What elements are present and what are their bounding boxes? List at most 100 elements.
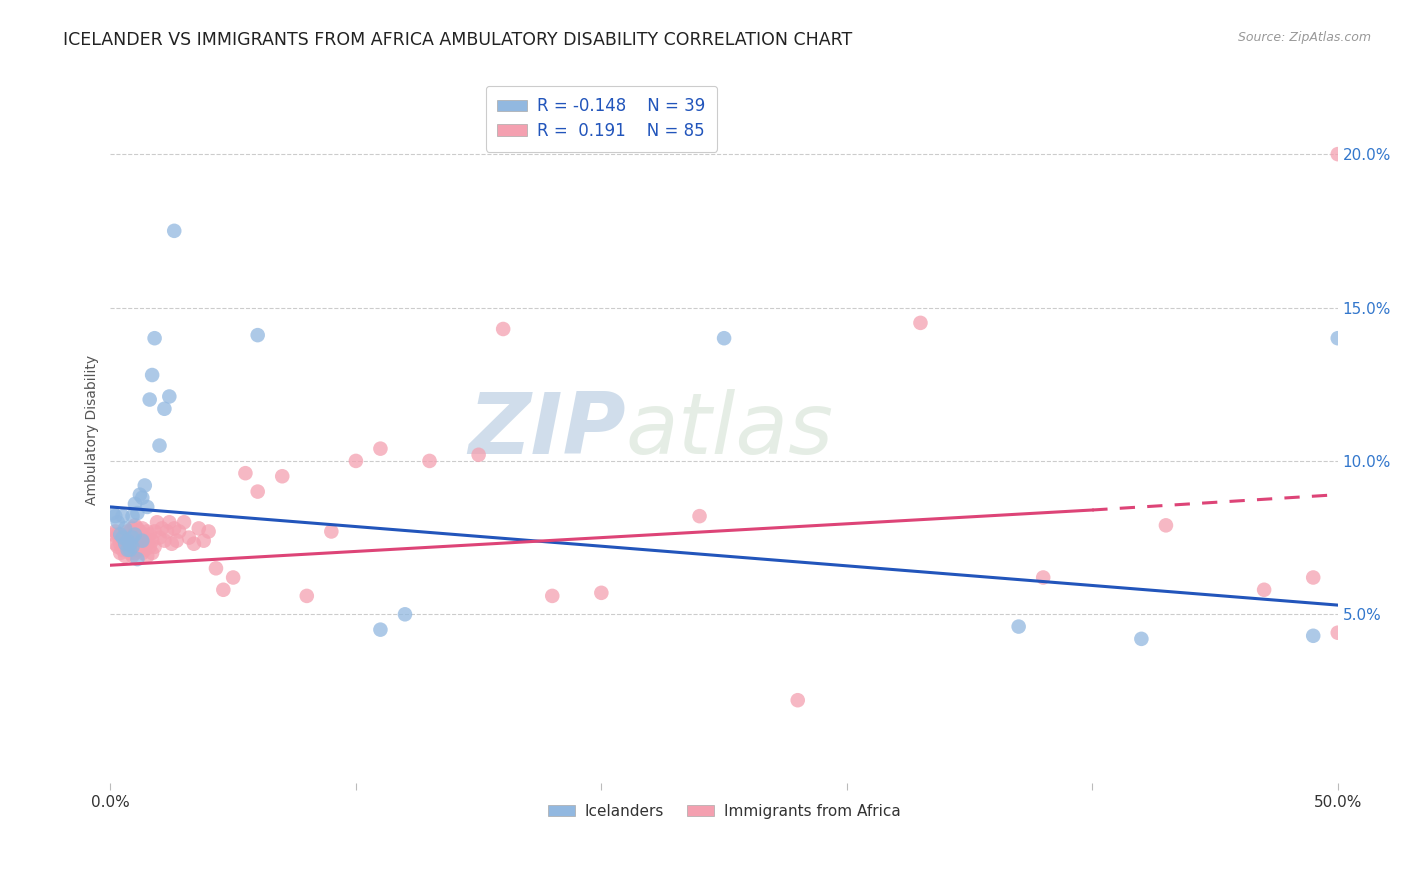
Point: [222, 570, 245, 584]
Point: [121, 531, 143, 545]
Point: [163, 224, 186, 238]
Text: Source: ZipAtlas.com: Source: ZipAtlas.com: [1237, 31, 1371, 45]
Point: [110, 527, 132, 541]
Point: [124, 527, 146, 541]
Point: [114, 531, 136, 545]
Point: [110, 546, 132, 560]
Point: [117, 542, 139, 557]
Point: [114, 521, 136, 535]
Point: [713, 331, 735, 345]
Point: [131, 533, 153, 548]
Point: [136, 549, 159, 563]
Point: [321, 524, 343, 539]
Point: [467, 448, 489, 462]
Point: [156, 524, 179, 539]
Point: [121, 509, 143, 524]
Point: [689, 509, 711, 524]
Point: [118, 537, 141, 551]
Point: [1326, 331, 1348, 345]
Point: [118, 546, 141, 560]
Point: [910, 316, 932, 330]
Point: [107, 540, 129, 554]
Point: [193, 533, 215, 548]
Point: [153, 533, 176, 548]
Point: [128, 537, 150, 551]
Point: [166, 533, 188, 548]
Point: [205, 561, 228, 575]
Point: [141, 533, 163, 548]
Point: [143, 540, 166, 554]
Point: [138, 392, 160, 407]
Point: [370, 442, 392, 456]
Point: [104, 537, 127, 551]
Point: [150, 521, 173, 535]
Point: [121, 531, 143, 545]
Point: [114, 540, 136, 554]
Point: [1302, 629, 1324, 643]
Point: [124, 527, 146, 541]
Point: [117, 524, 139, 539]
Point: [1154, 518, 1177, 533]
Point: [111, 509, 134, 524]
Point: [114, 537, 136, 551]
Point: [1032, 570, 1054, 584]
Point: [124, 497, 146, 511]
Point: [127, 552, 149, 566]
Point: [295, 589, 318, 603]
Point: [104, 509, 127, 524]
Point: [143, 524, 166, 539]
Point: [117, 537, 139, 551]
Point: [128, 488, 150, 502]
Point: [111, 531, 134, 545]
Point: [143, 331, 166, 345]
Point: [183, 537, 205, 551]
Point: [117, 542, 139, 557]
Point: [1302, 570, 1324, 584]
Point: [271, 469, 294, 483]
Text: atlas: atlas: [626, 389, 834, 472]
Point: [128, 524, 150, 539]
Point: [131, 533, 153, 548]
Point: [124, 518, 146, 533]
Point: [121, 549, 143, 563]
Legend: Icelanders, Immigrants from Africa: Icelanders, Immigrants from Africa: [541, 797, 907, 825]
Point: [121, 521, 143, 535]
Point: [118, 542, 141, 557]
Point: [187, 521, 209, 535]
Point: [131, 521, 153, 535]
Point: [134, 542, 156, 557]
Point: [163, 521, 186, 535]
Point: [121, 540, 143, 554]
Point: [117, 533, 139, 548]
Point: [124, 537, 146, 551]
Point: [146, 516, 169, 530]
Point: [111, 533, 134, 548]
Point: [148, 531, 170, 545]
Point: [118, 533, 141, 548]
Point: [492, 322, 515, 336]
Point: [118, 524, 141, 539]
Point: [134, 478, 156, 492]
Point: [127, 521, 149, 535]
Point: [136, 500, 159, 514]
Point: [235, 466, 257, 480]
Text: ZIP: ZIP: [468, 389, 626, 472]
Y-axis label: Ambulatory Disability: Ambulatory Disability: [86, 355, 100, 505]
Point: [173, 516, 195, 530]
Point: [136, 537, 159, 551]
Point: [138, 540, 160, 554]
Point: [394, 607, 416, 622]
Point: [114, 549, 136, 563]
Point: [418, 454, 440, 468]
Point: [786, 693, 808, 707]
Point: [344, 454, 367, 468]
Point: [370, 623, 392, 637]
Point: [101, 506, 124, 520]
Point: [1253, 582, 1275, 597]
Point: [160, 537, 183, 551]
Point: [148, 439, 170, 453]
Point: [107, 516, 129, 530]
Point: [104, 524, 127, 539]
Point: [127, 531, 149, 545]
Point: [167, 524, 190, 539]
